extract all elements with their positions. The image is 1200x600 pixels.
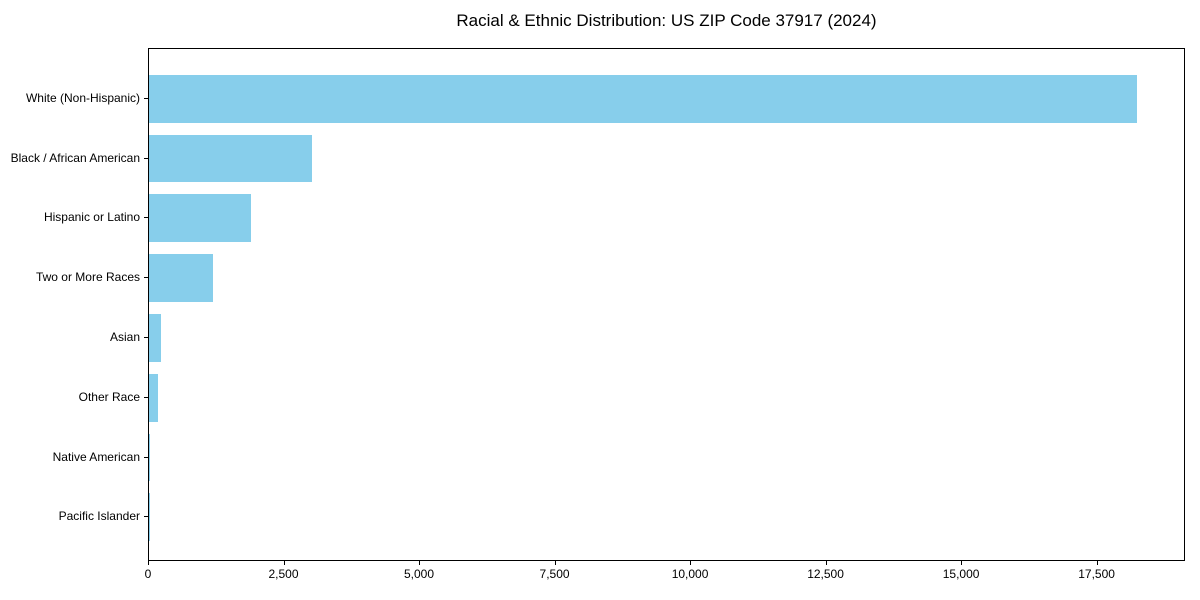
bar [149, 134, 312, 183]
bar [149, 314, 161, 362]
x-tick-mark [283, 561, 285, 565]
chart-title: Racial & Ethnic Distribution: US ZIP Cod… [456, 11, 877, 30]
bar [149, 254, 213, 302]
y-tick-mark [144, 336, 148, 338]
x-tick-mark [961, 561, 963, 565]
x-tick-mark [148, 561, 149, 565]
x-axis-tick-label: 12,500 [807, 567, 844, 581]
y-tick-mark [144, 157, 148, 159]
bar [149, 433, 151, 482]
y-tick-mark [144, 456, 148, 458]
y-axis-category-label: Native American [52, 449, 140, 464]
y-axis-category-label: Asian [109, 329, 140, 344]
x-axis-tick-label: 15,000 [942, 567, 980, 581]
plot-area [148, 48, 1185, 561]
bar [149, 74, 1137, 123]
y-tick-mark [144, 277, 148, 279]
x-axis-tick-label: 2,500 [268, 567, 299, 581]
x-tick-mark [825, 561, 827, 565]
y-axis-category-label: Other Race [78, 389, 140, 404]
x-axis-tick-label: 0 [144, 567, 152, 581]
y-axis-category-label: Hispanic or Latino [43, 210, 140, 225]
y-tick-mark [144, 97, 148, 99]
y-axis-category-label: White (Non-Hispanic) [25, 90, 140, 105]
x-tick-mark [554, 561, 556, 565]
y-axis-category-label: Two or More Races [35, 270, 140, 285]
x-axis-tick-label: 17,500 [1078, 567, 1115, 581]
x-axis-tick-label: 10,000 [671, 567, 709, 581]
bar [149, 373, 158, 422]
y-tick-mark [144, 396, 148, 398]
x-tick-mark [1096, 561, 1098, 565]
x-tick-mark [690, 561, 692, 565]
x-tick-mark [419, 561, 421, 565]
y-axis-category-label: Black / African American [10, 150, 140, 165]
y-axis-category-label: Pacific Islander [58, 509, 140, 524]
bar [149, 194, 251, 243]
y-tick-mark [144, 516, 148, 518]
x-axis-tick-label: 7,500 [539, 567, 570, 581]
x-axis-tick-label: 5,000 [404, 567, 435, 581]
y-tick-mark [144, 217, 148, 219]
